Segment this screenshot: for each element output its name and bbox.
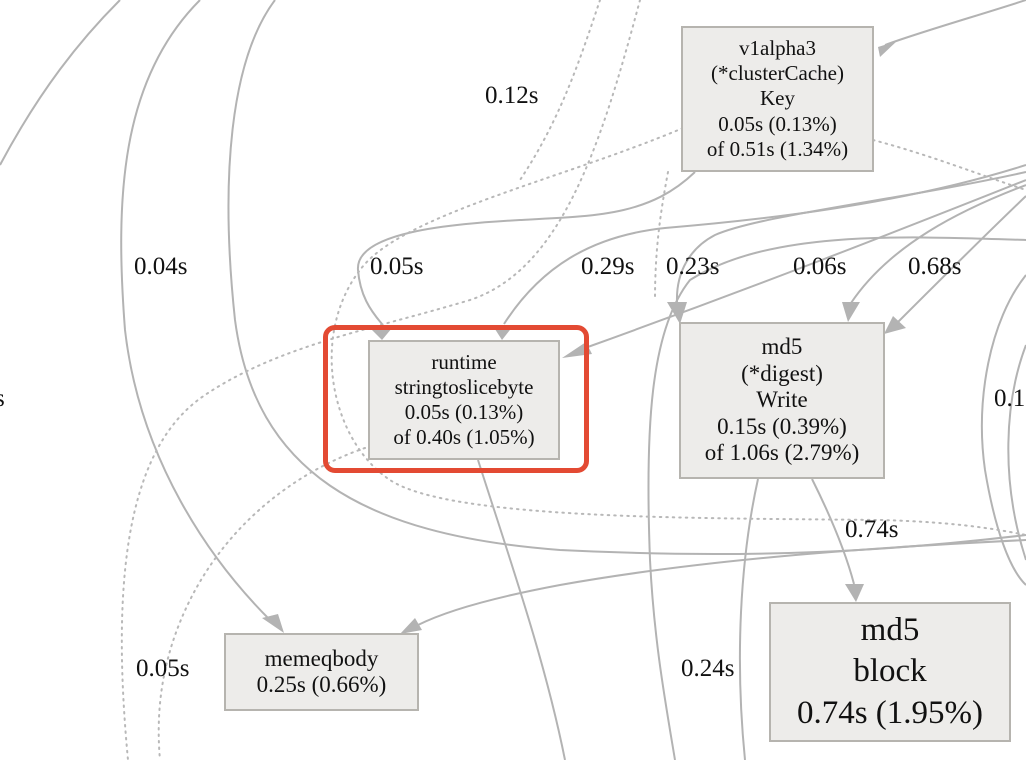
edge-label-partial-left: s <box>0 385 5 413</box>
edge-stringtoslicebyte-down <box>477 459 566 760</box>
edge-to-stringtoslicebyte-0.29s <box>503 164 1026 325</box>
edge-down-from-md5-left <box>647 236 1026 760</box>
node-line: runtime <box>431 349 497 374</box>
edge-to-stringtoslicebyte-right <box>584 179 1026 349</box>
node-line: 0.25s (0.66%) <box>256 672 387 697</box>
edge-to-md5write-0.68s <box>897 195 1026 323</box>
node-line: 0.15s (0.39%) <box>717 413 847 439</box>
node-line: 0.05s (0.13%) <box>718 111 837 136</box>
node-line: 0.74s (1.95%) <box>796 694 984 731</box>
arrowhead-memeqbody-right <box>400 618 422 634</box>
edge-md5write-down-0.24s <box>738 478 759 760</box>
node-runtime-stringtoslicebyte[interactable]: runtime stringtoslicebyte 0.05s (0.13%) … <box>368 340 560 460</box>
edge-label-0.12s: 0.12s <box>485 82 539 109</box>
edge-to-key-top <box>884 0 1026 46</box>
edge-to-md5write-0.23s <box>675 171 1026 303</box>
node-line: md5 <box>761 334 803 360</box>
edge-label-0.23s: 0.23s <box>666 253 720 280</box>
edge-right-loop-a <box>980 274 1026 586</box>
node-line: md5 <box>860 612 920 649</box>
arrowhead-key-in <box>878 41 897 57</box>
edge-label-partial-right: 0.1 <box>994 385 1026 412</box>
arrowhead-sts-left <box>370 328 392 340</box>
node-line: of 0.51s (1.34%) <box>706 136 849 161</box>
edge-dotted-left-a <box>120 0 641 760</box>
edge-md5write-to-block-0.74s <box>811 478 855 585</box>
node-md5-digest-write[interactable]: md5 (*digest) Write 0.15s (0.39%) of 1.0… <box>679 322 885 479</box>
arrowhead-block <box>845 584 864 602</box>
edge-label-0.29s: 0.29s <box>581 253 635 280</box>
edge-label-0.68s: 0.68s <box>908 253 962 280</box>
node-line: (*digest) <box>741 360 823 386</box>
node-line: of 1.06s (2.79%) <box>704 440 860 466</box>
node-line: 0.05s (0.13%) <box>404 400 524 424</box>
edge-key-to-stringtoslicebyte-0.05s <box>356 171 696 325</box>
node-line: memeqbody <box>264 645 379 671</box>
node-md5-block[interactable]: md5 block 0.74s (1.95%) <box>769 602 1011 742</box>
edge-dotted-key-down <box>654 171 669 301</box>
edge-dotted-left-b <box>330 127 1026 536</box>
selection-highlight <box>323 325 589 473</box>
edge-to-memeqbody-right <box>417 539 1026 626</box>
edge-label-0.04s: 0.04s <box>134 253 188 280</box>
node-line: stringtoslicebyte <box>394 374 534 399</box>
node-line: Write <box>756 387 808 413</box>
arrowhead-md5write-b <box>842 302 860 322</box>
node-line: (*clusterCache) <box>711 61 844 86</box>
edge-label-0.06s: 0.06s <box>793 253 847 280</box>
edge-label-0.05s-b: 0.05s <box>136 655 190 682</box>
edge-dotted-key-right <box>872 139 1026 191</box>
edge-dotted-left-c <box>157 447 366 760</box>
edge-label-0.74s: 0.74s <box>845 516 899 543</box>
node-line: of 0.40s (1.05%) <box>393 425 535 450</box>
edge-to-memeqbody-0.04s <box>120 0 271 621</box>
edge-right-loop-b <box>1007 344 1026 561</box>
arrowhead-md5write-c <box>884 316 906 334</box>
node-line: v1alpha3 <box>739 36 816 61</box>
node-line: block <box>853 653 927 690</box>
arrowhead-memeqbody-left <box>262 614 284 633</box>
node-line: Key <box>760 86 795 111</box>
edge-left-outer <box>0 0 121 166</box>
node-cluster-cache-key[interactable]: v1alpha3 (*clusterCache) Key 0.05s (0.13… <box>681 26 874 172</box>
edge-to-md5write-0.06s <box>850 184 1026 304</box>
arrowhead-md5write-a <box>667 302 687 324</box>
node-memeqbody[interactable]: memeqbody 0.25s (0.66%) <box>224 633 419 711</box>
edge-label-0.24s: 0.24s <box>681 655 735 682</box>
edge-label-0.05s-a: 0.05s <box>370 253 424 280</box>
